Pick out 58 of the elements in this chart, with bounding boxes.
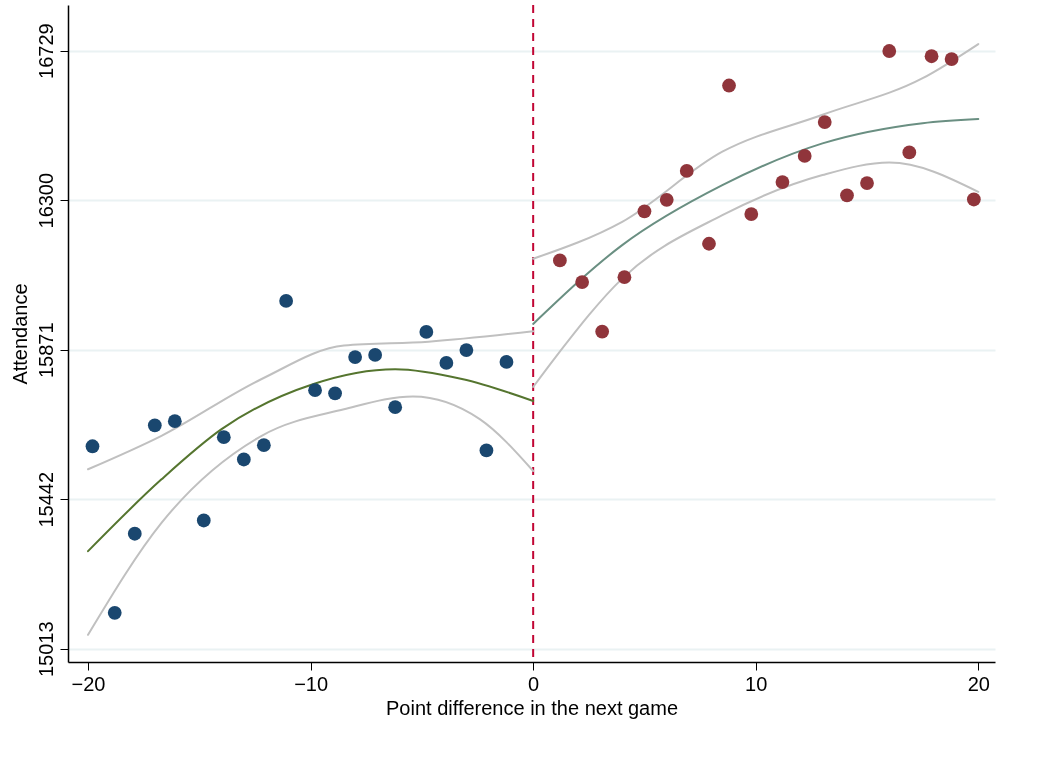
x-tick-label: −20 — [71, 672, 106, 695]
line-series — [87, 330, 535, 471]
point — [744, 207, 759, 221]
point — [127, 526, 142, 541]
x-tick-label: 20 — [967, 672, 990, 695]
point — [368, 348, 383, 362]
point — [944, 52, 959, 66]
point — [637, 204, 652, 219]
x-tick-label: 0 — [528, 672, 540, 695]
point — [256, 438, 271, 453]
line-series — [87, 368, 535, 553]
line-series — [532, 117, 980, 325]
point — [966, 192, 981, 207]
point — [860, 176, 874, 190]
y-tick-label: 15871 — [34, 322, 57, 379]
point — [308, 383, 322, 398]
y-tick-label: 16300 — [34, 172, 57, 229]
point — [196, 513, 211, 528]
point — [107, 605, 122, 620]
point — [659, 192, 674, 207]
line-series — [532, 43, 980, 260]
point — [328, 386, 342, 401]
x-tick-label: −10 — [294, 672, 329, 695]
point — [924, 49, 939, 64]
y-tick-label: 16729 — [34, 23, 57, 79]
point — [595, 324, 610, 339]
point — [840, 188, 854, 203]
y-tick-label: 15013 — [34, 621, 57, 678]
y-tick-label: 15442 — [34, 471, 57, 528]
point — [167, 414, 182, 429]
point — [499, 355, 514, 369]
point — [882, 44, 897, 58]
point — [439, 356, 454, 370]
point — [419, 325, 434, 339]
point — [797, 149, 812, 163]
line-series — [87, 395, 535, 636]
point — [775, 175, 790, 189]
point — [679, 164, 694, 178]
point — [552, 253, 567, 268]
point — [459, 343, 474, 357]
point — [147, 418, 162, 433]
point — [348, 350, 363, 364]
point — [216, 430, 231, 445]
point — [85, 439, 100, 454]
x-axis-title: Point difference in the next game — [385, 696, 679, 719]
x-tick-label: 10 — [745, 672, 768, 695]
point — [722, 78, 736, 93]
point — [817, 115, 832, 129]
point — [617, 270, 632, 285]
point — [388, 400, 403, 415]
point — [575, 275, 590, 289]
point — [236, 452, 251, 467]
point — [902, 145, 917, 160]
point — [702, 236, 716, 251]
point — [479, 443, 494, 458]
line-series — [532, 161, 980, 388]
point — [279, 294, 294, 308]
y-axis-title: Attendance — [8, 283, 31, 385]
